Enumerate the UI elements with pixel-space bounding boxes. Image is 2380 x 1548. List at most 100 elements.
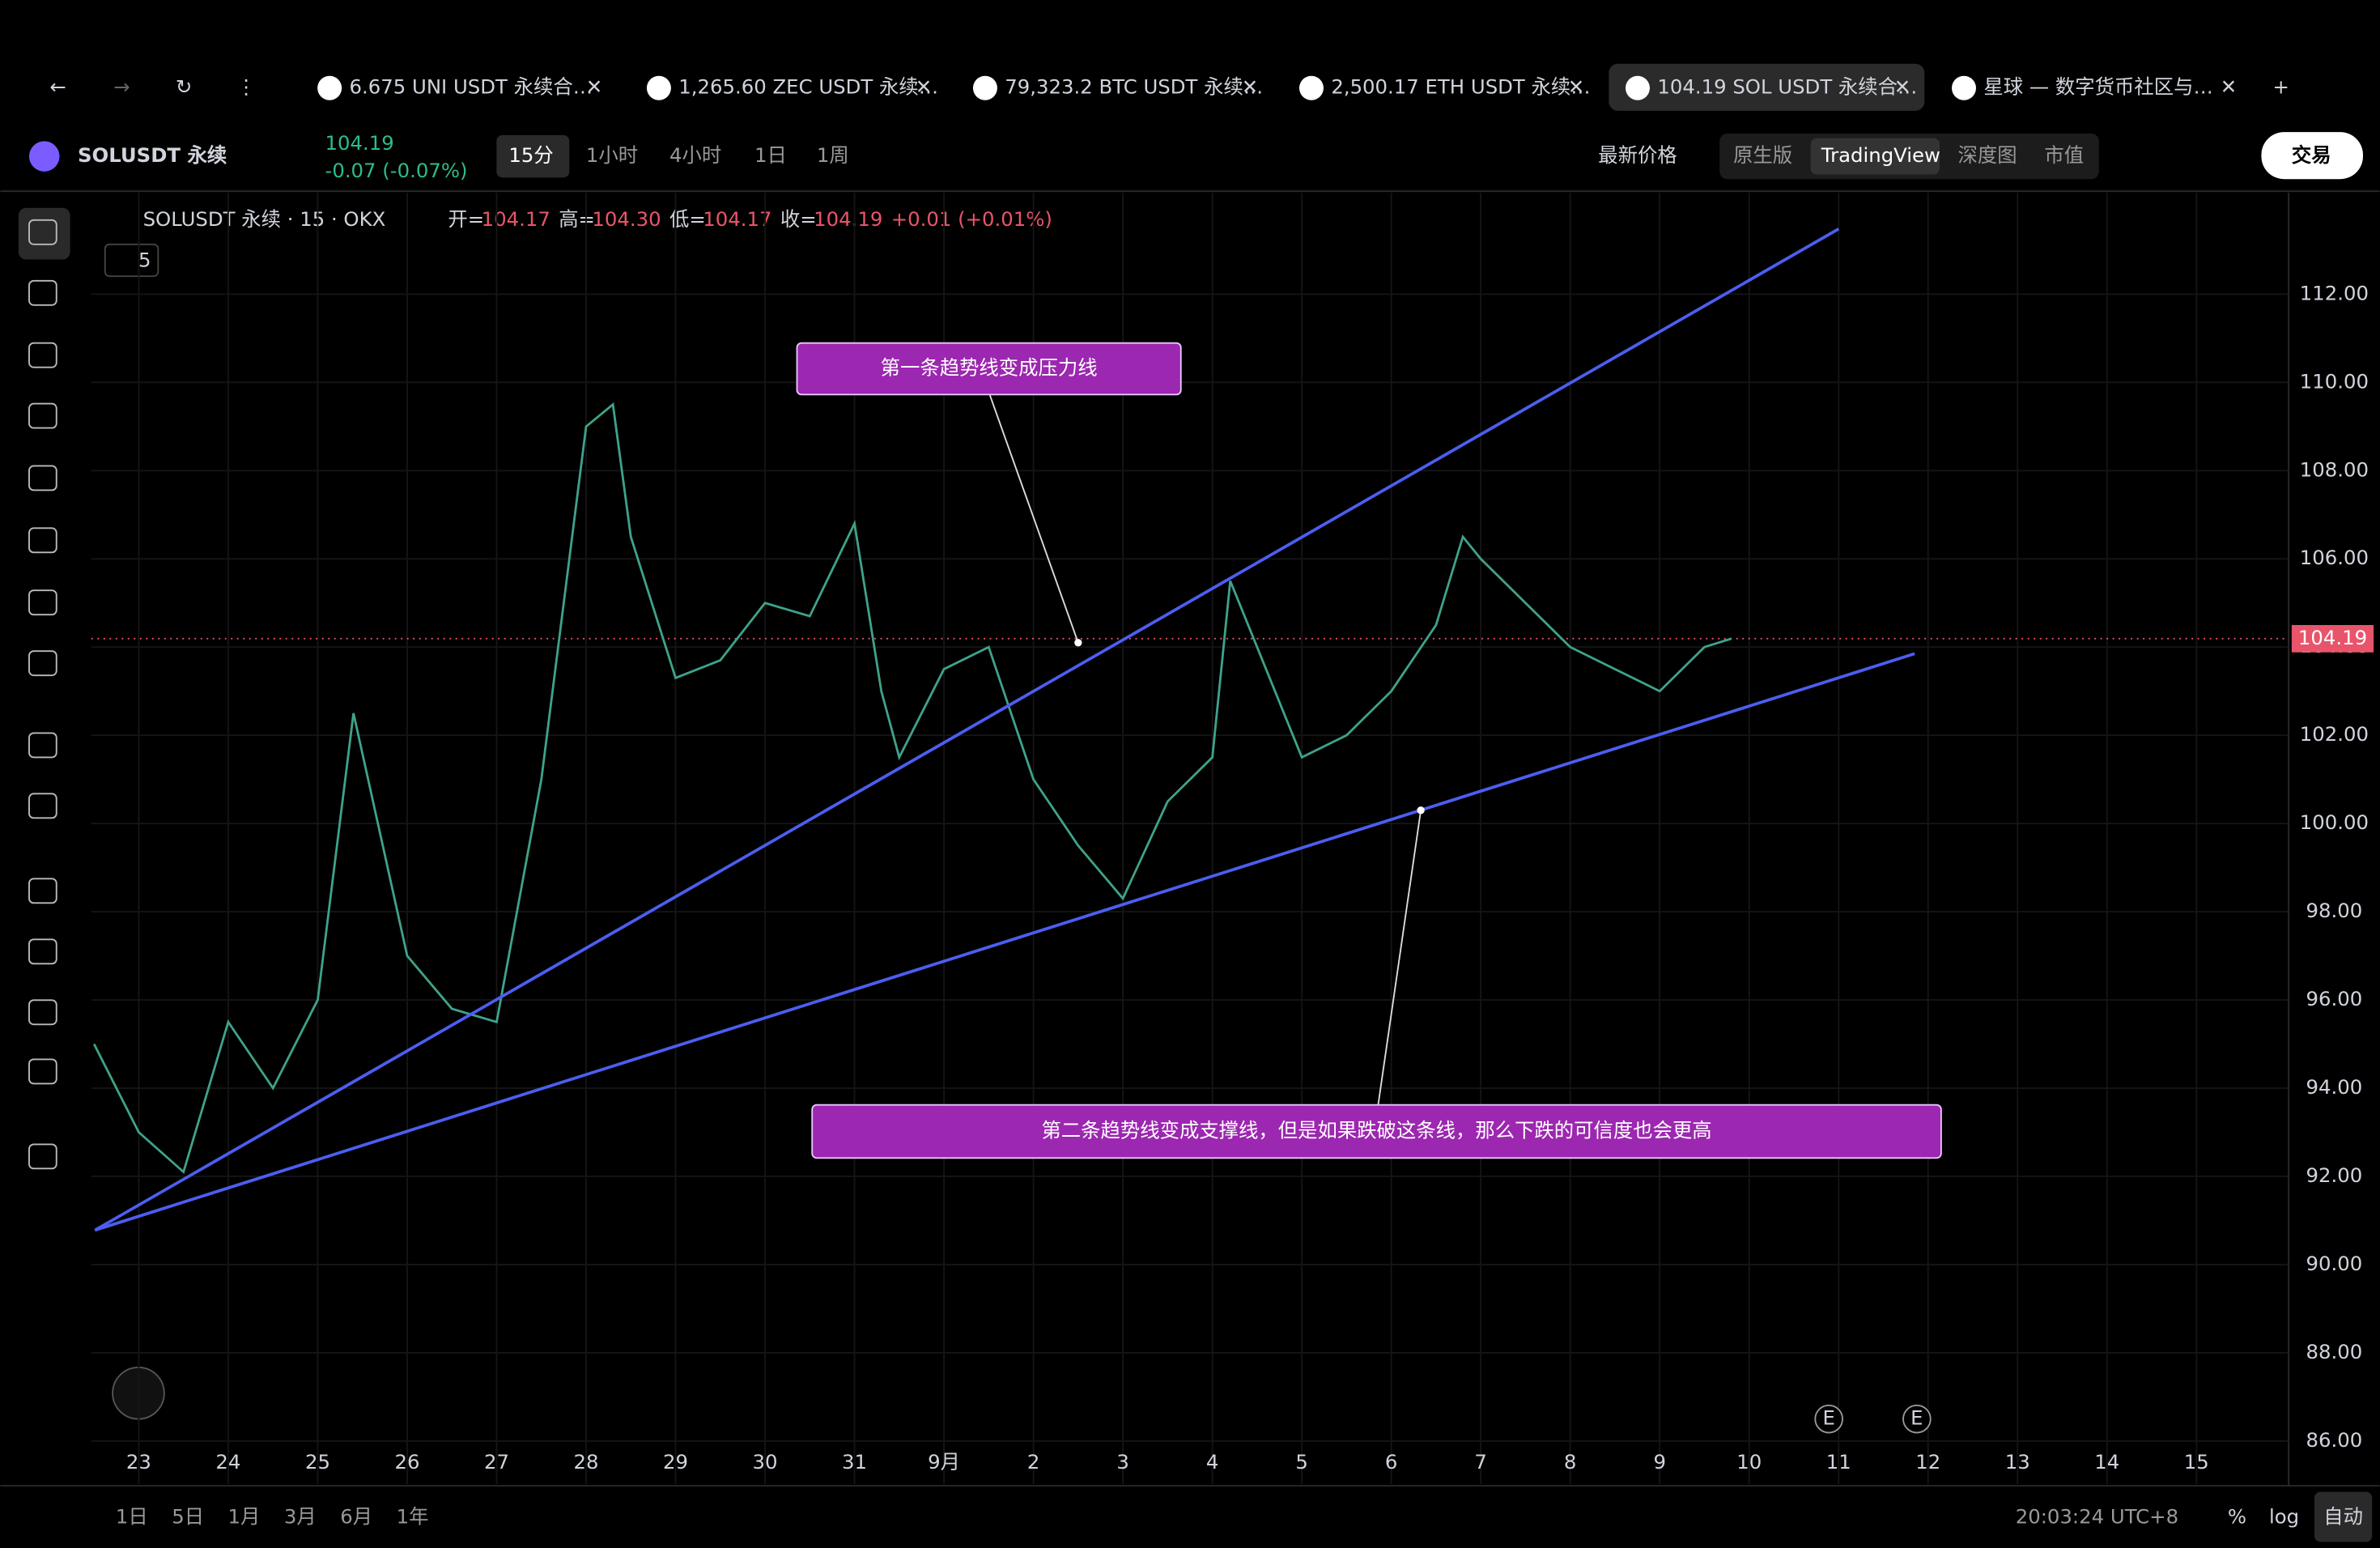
tool-icon[interactable] (28, 402, 57, 429)
tool-icon[interactable] (28, 999, 57, 1026)
collapse-box[interactable] (104, 243, 159, 278)
y-tick-label: 110.00 (2300, 369, 2369, 393)
range-option[interactable]: 5日 (172, 1505, 204, 1529)
active-tab-bg (1609, 63, 1925, 111)
view-option[interactable]: 原生版 (1733, 143, 1792, 167)
current-price-tag (2291, 624, 2374, 653)
x-tick-label: 2 (1027, 1450, 1039, 1474)
tab-close[interactable]: ✕ (1242, 75, 1258, 99)
price-line (92, 402, 1732, 1175)
event-marker[interactable] (1902, 1404, 1932, 1434)
range-option[interactable]: 1年 (397, 1505, 429, 1529)
coin-icon (29, 141, 60, 172)
tab-icon (1625, 75, 1650, 100)
interval-active-bg (496, 134, 570, 178)
tab-icon (1952, 75, 1976, 100)
ohlc-label: 收= (780, 207, 817, 231)
annotation-box (796, 342, 1182, 396)
symbol[interactable]: SOLUSDT 永续 (78, 143, 227, 167)
view-option[interactable]: 市值 (2044, 143, 2084, 167)
x-tick-label: 23 (126, 1450, 151, 1474)
tab-title[interactable]: 79,323.2 BTC USDT 永续… (1005, 75, 1263, 99)
menu-button[interactable]: ⋮ (236, 75, 256, 99)
tool-icon[interactable] (28, 650, 57, 677)
x-tick-label: 5 (1295, 1450, 1307, 1474)
event-marker[interactable] (1814, 1404, 1843, 1434)
reload-button[interactable]: ↻ (176, 75, 192, 99)
trade-button[interactable]: 交易 (2292, 143, 2331, 167)
tool-icon[interactable] (28, 465, 57, 491)
ohlc-value: 104.19 (814, 207, 882, 231)
view-option[interactable]: 深度图 (1958, 143, 2017, 167)
annotation-pointer (988, 394, 1079, 644)
ohlc-label: 开= (448, 207, 484, 231)
price-change: -0.07 (-0.07%) (325, 159, 468, 182)
y-tick-label: 94.00 (2306, 1075, 2363, 1099)
y-tick-label: 90.00 (2306, 1252, 2363, 1275)
range-option[interactable]: 1日 (116, 1505, 148, 1529)
x-tick-label: 31 (842, 1450, 867, 1474)
tool-icon[interactable] (28, 1143, 57, 1170)
tab-title[interactable]: 6.675 UNI USDT 永续合… (350, 75, 593, 99)
event-label: E (1910, 1406, 1923, 1430)
x-tick-label: 24 (215, 1450, 240, 1474)
interval[interactable]: 1日 (754, 143, 787, 167)
interval[interactable]: 4小时 (669, 143, 721, 167)
tab-icon (972, 75, 997, 100)
new-tab-button[interactable]: + (2273, 75, 2289, 99)
tool-icon[interactable] (28, 219, 57, 245)
x-tick-label: 29 (663, 1450, 688, 1474)
range-option[interactable]: 3月 (284, 1505, 317, 1529)
trade-button-bg[interactable] (2261, 132, 2363, 180)
back-button[interactable]: ← (49, 75, 66, 99)
tab-close[interactable]: ✕ (586, 75, 602, 99)
tab-title[interactable]: 2,500.17 ETH USDT 永续… (1331, 75, 1590, 99)
x-tick-label: 6 (1385, 1450, 1398, 1474)
annotation-anchor (1417, 806, 1425, 814)
tab-close[interactable]: ✕ (1568, 75, 1584, 99)
tool-icon[interactable] (28, 589, 57, 616)
tool-icon[interactable] (28, 793, 57, 819)
range-option[interactable]: 6月 (340, 1505, 372, 1529)
tool-icon[interactable] (28, 938, 57, 965)
scale-option[interactable]: % (2228, 1505, 2246, 1529)
ohlc-value: 104.30 (592, 207, 661, 231)
price-type[interactable]: 最新价格 (1598, 143, 1677, 167)
tool-icon[interactable] (28, 342, 57, 368)
interval[interactable]: 1周 (817, 143, 849, 167)
scale-option[interactable]: log (2269, 1505, 2299, 1529)
x-tick-label: 26 (394, 1450, 419, 1474)
x-tick-label: 9月 (928, 1450, 960, 1474)
y-tick-label: 106.00 (2300, 546, 2369, 569)
y-tick-label: 96.00 (2306, 987, 2363, 1010)
tab-close[interactable]: ✕ (1894, 75, 1910, 99)
x-tick-label: 9 (1653, 1450, 1665, 1474)
tool-icon[interactable] (28, 878, 57, 904)
legend-change: +0.01 (+0.01%) (891, 207, 1052, 231)
tab-close[interactable]: ✕ (2221, 75, 2237, 99)
interval[interactable]: 1小时 (586, 143, 638, 167)
event-label: E (1822, 1406, 1834, 1430)
x-tick-label: 25 (305, 1450, 330, 1474)
view-option[interactable]: TradingView (1821, 143, 1940, 167)
y-tick-label: 92.00 (2306, 1163, 2363, 1187)
tab-title[interactable]: 104.19 SOL USDT 永续合… (1657, 75, 1917, 99)
interval[interactable]: 15分 (508, 143, 553, 167)
x-tick-label: 13 (2005, 1450, 2030, 1474)
y-tick-label: 100.00 (2300, 810, 2369, 834)
forward-button[interactable]: → (113, 75, 130, 99)
x-tick-label: 14 (2094, 1450, 2119, 1474)
tool-icon[interactable] (28, 279, 57, 306)
tab-title[interactable]: 1,265.60 ZEC USDT 永续… (678, 75, 938, 99)
tool-icon[interactable] (28, 1058, 57, 1085)
tab-close[interactable]: ✕ (916, 75, 932, 99)
tool-icon[interactable] (28, 527, 57, 554)
tool-icon[interactable] (28, 732, 57, 759)
tab-title[interactable]: 星球 — 数字货币社区与… (1983, 75, 2212, 99)
annotation-box (811, 1104, 1942, 1159)
x-tick-label: 28 (574, 1450, 599, 1474)
y-tick-label: 108.00 (2300, 457, 2369, 481)
range-option[interactable]: 1月 (228, 1505, 261, 1529)
scale-option[interactable]: 自动 (2323, 1505, 2363, 1529)
